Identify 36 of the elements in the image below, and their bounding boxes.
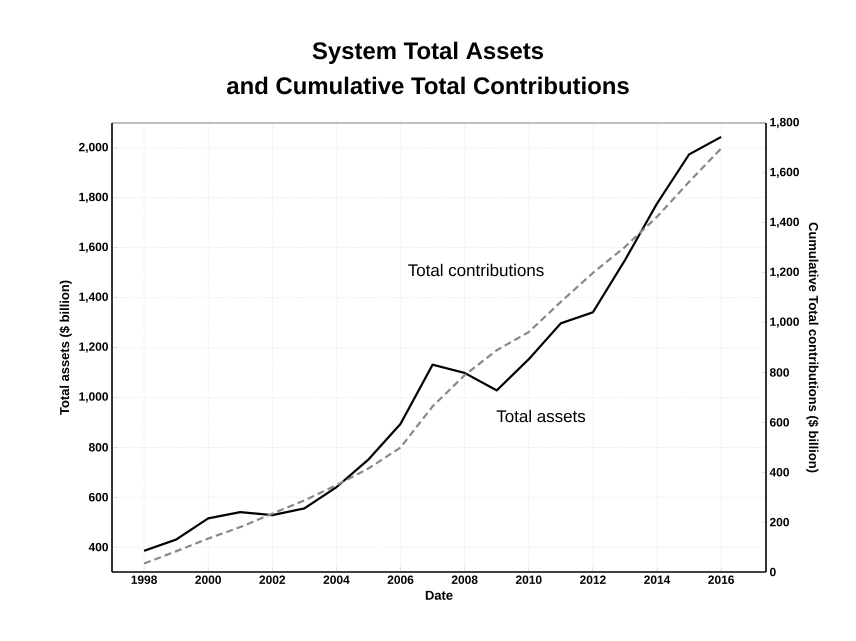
y-tick-label: 2,000 — [78, 142, 108, 154]
y2-tick-label: 600 — [770, 418, 789, 427]
x-axis-title: Date — [426, 590, 453, 600]
x-tick-label: 2008 — [452, 576, 478, 584]
y-tick-label: 800 — [88, 443, 108, 452]
y-tick-label: 1,600 — [79, 242, 108, 253]
x-tick-label: 2006 — [388, 576, 414, 584]
chart-title: System Total Assets — [312, 42, 544, 64]
y2-tick-label: 1,600 — [770, 168, 799, 178]
y-tick-label: 1,000 — [79, 392, 108, 402]
x-tick-label: 2014 — [644, 576, 670, 584]
y2-axis-title: Cumulative Total contributions ($ billion) — [806, 222, 819, 472]
x-tick-label: 2012 — [580, 576, 606, 584]
x-tick-label: 2016 — [708, 576, 734, 584]
y-tick-label: 600 — [88, 492, 108, 502]
x-tick-label: 1998 — [132, 576, 157, 584]
y2-tick-label: 400 — [770, 468, 789, 476]
y-tick-label: 1,800 — [79, 192, 108, 203]
x-tick-label: 2010 — [516, 576, 542, 584]
annotation: Total assets — [496, 410, 586, 422]
x-tick-label: 2000 — [195, 576, 221, 584]
y2-tick-label: 1,200 — [770, 268, 799, 278]
y2-tick-label: 1,000 — [770, 317, 799, 328]
y2-tick-label: 1,800 — [770, 118, 799, 128]
y-tick-label: 1,400 — [79, 292, 108, 303]
annotation: Total contributions — [408, 264, 544, 276]
y-tick-label: 1,200 — [79, 342, 108, 353]
y-axis-title: Total assets ($ billion) — [59, 280, 72, 415]
chart-subtitle: and Cumulative Total Contributions — [227, 76, 629, 94]
y2-tick-label: 800 — [770, 368, 789, 377]
x-tick-label: 2004 — [324, 576, 350, 584]
y2-tick-label: 1,400 — [770, 218, 799, 228]
y2-tick-label: 0 — [770, 568, 776, 576]
y-tick-label: 400 — [88, 542, 108, 552]
x-tick-label: 2002 — [259, 576, 286, 584]
y2-tick-label: 200 — [770, 518, 789, 526]
